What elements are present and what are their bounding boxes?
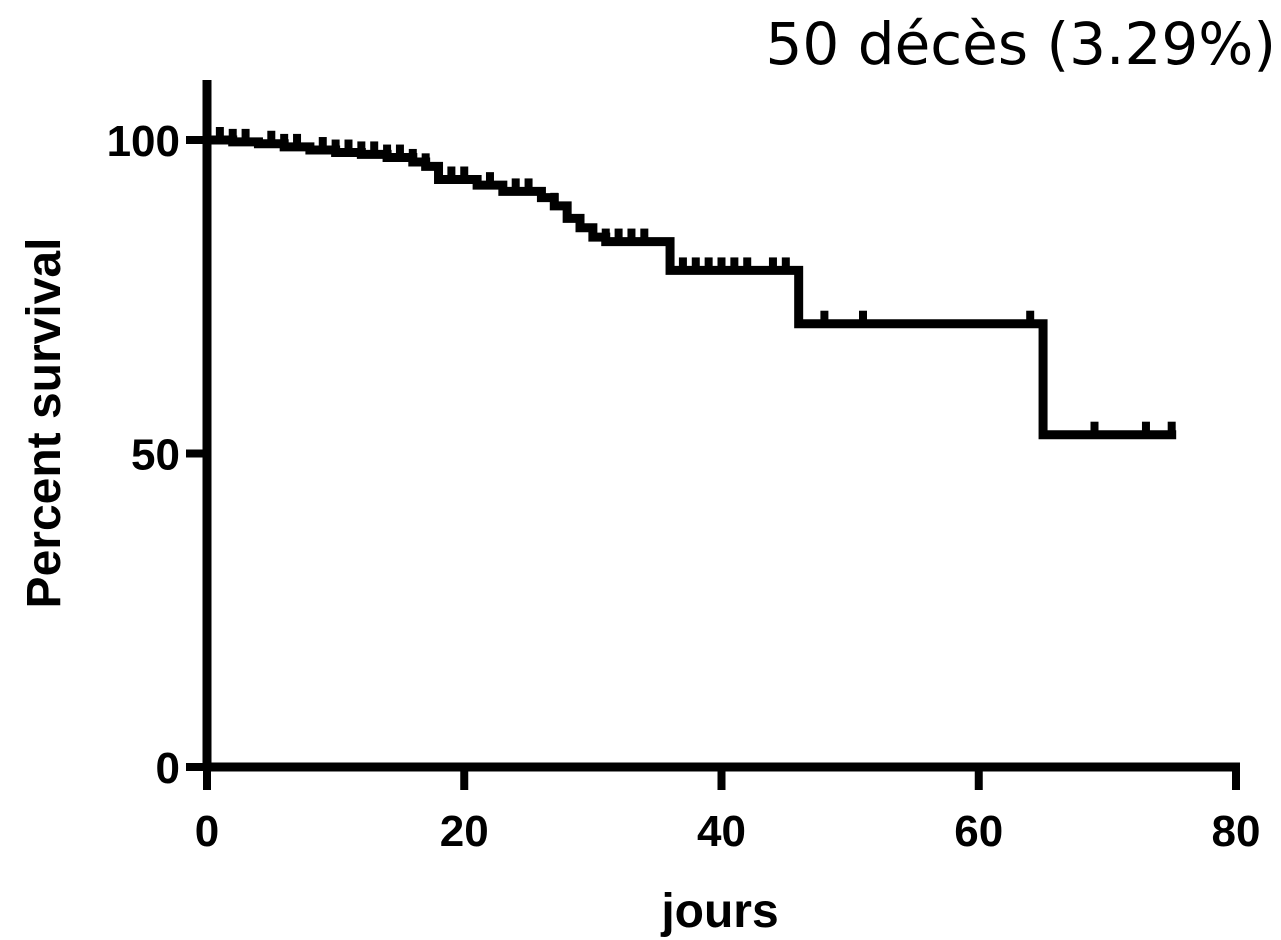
x-tick-label: 0 (195, 807, 219, 856)
x-tick-label: 60 (954, 807, 1003, 856)
y-tick-label: 100 (107, 117, 180, 166)
y-tick-label: 50 (131, 431, 180, 480)
axes (202, 80, 1240, 772)
survival-curve-group (202, 135, 1177, 440)
x-tick-label: 20 (440, 807, 489, 856)
y-axis-label: Percent survival (18, 238, 71, 609)
x-ticks: 0 20 40 60 80 (195, 767, 1261, 856)
censor-marks-group (215, 127, 1176, 438)
survival-step-line (202, 135, 1177, 440)
x-tick-label: 80 (1212, 807, 1261, 856)
x-axis-label: jours (660, 885, 778, 938)
x-tick-label: 40 (697, 807, 746, 856)
y-ticks: 0 50 100 (107, 117, 207, 793)
y-tick-label: 0 (156, 744, 180, 793)
chart-annotation: 50 décès (3.29%) (766, 10, 1276, 78)
